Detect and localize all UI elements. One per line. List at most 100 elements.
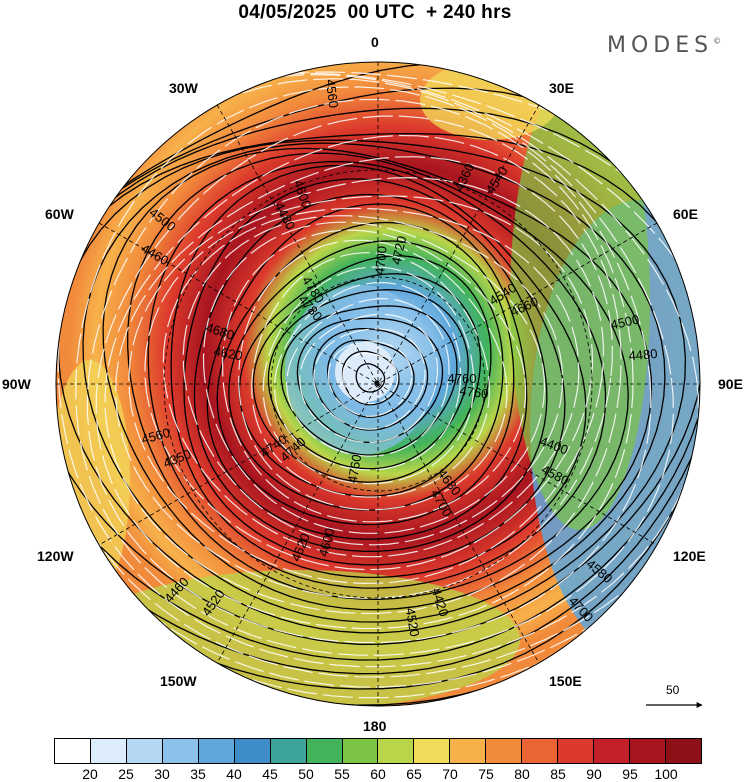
pole-marker — [374, 380, 380, 386]
streamline — [144, 195, 594, 571]
colorbar-tick-label: 90 — [586, 766, 602, 782]
lon-label-150e: 150E — [549, 673, 582, 689]
height-contour — [252, 273, 482, 483]
colorbar-tick-label: 25 — [118, 766, 134, 782]
contour-label: 4760 — [459, 383, 490, 402]
streamline — [128, 176, 605, 585]
streamline — [238, 239, 508, 511]
contour-label: 4720 — [388, 235, 409, 266]
colorbar-tick-label: 80 — [514, 766, 530, 782]
streamline — [75, 86, 674, 656]
copyright-mark: © — [713, 36, 722, 46]
colorbar-swatch — [665, 739, 701, 763]
colorbar-swatch — [450, 739, 487, 763]
streamline — [342, 352, 399, 405]
colorbar-swatch — [522, 739, 559, 763]
contour-label: 4560 — [323, 78, 342, 109]
lon-label-90w: 90W — [2, 376, 31, 392]
colorbar-tick-label: 50 — [298, 766, 314, 782]
lon-label-30e: 30E — [549, 80, 574, 96]
colorbar-tick-label: 40 — [226, 766, 242, 782]
height-contour — [296, 317, 444, 444]
height-contour — [56, 132, 700, 645]
streamline — [262, 266, 475, 485]
streamline — [86, 98, 652, 644]
streamline — [56, 74, 700, 678]
colorbar-swatch — [234, 739, 271, 763]
lon-label-180: 180 — [363, 718, 387, 734]
height-contour — [280, 305, 458, 456]
colorbar-tick-label: 30 — [154, 766, 170, 782]
colorbar-tick-label: 35 — [190, 766, 206, 782]
contour-label: 4520 — [403, 607, 423, 638]
contour-label: 4620 — [213, 344, 244, 364]
colorbar-tick-label: 65 — [406, 766, 422, 782]
height-contour — [238, 255, 492, 497]
streamline — [313, 328, 426, 430]
lon-label-60w: 60W — [45, 206, 74, 222]
colorbar-tick-label: 45 — [262, 766, 278, 782]
colorbar-swatch — [126, 739, 163, 763]
contour-label: 4500 — [609, 312, 640, 333]
reference-arrow-label: 50 — [666, 683, 680, 697]
streamline — [221, 229, 527, 523]
colorbar-tick-label: 85 — [550, 766, 566, 782]
colorbar-tick-label: 20 — [82, 766, 98, 782]
contour-label: 4600 — [316, 526, 338, 558]
map-title: 04/05/2025 00 UTC + 240 hrs — [238, 2, 512, 23]
brand-logo: MODES© — [607, 33, 721, 58]
colorbar-tick-label: 95 — [622, 766, 638, 782]
contour-label: 4760 — [448, 371, 477, 386]
colorbar-swatch — [162, 739, 199, 763]
colorbar-tick-label: 70 — [442, 766, 458, 782]
lon-label-150w: 150W — [160, 673, 197, 689]
colorbar-swatch — [90, 739, 127, 763]
polar-wind-map: 4760474047004680462045404600448044004350… — [55, 61, 703, 708]
lon-label-120e: 120E — [673, 548, 706, 564]
lon-label-90e: 90E — [718, 376, 743, 392]
streamline — [114, 156, 614, 599]
colorbar-swatch — [270, 739, 307, 763]
colorbar-swatch — [414, 739, 451, 763]
colorbar-tick-label: 100 — [654, 766, 678, 782]
colorbar-swatch — [198, 739, 235, 763]
height-contour — [267, 289, 469, 470]
colorbar-tick-label: 55 — [334, 766, 350, 782]
contour-labels: 4760474047004680462045404600448044004350… — [139, 78, 658, 638]
height-contour — [57, 139, 687, 634]
streamline — [202, 221, 546, 534]
contour-label: 4760 — [345, 453, 365, 484]
lon-label-60e: 60E — [673, 206, 698, 222]
lon-label-120w: 120W — [37, 548, 74, 564]
streamline — [162, 207, 580, 558]
height-contour — [193, 193, 548, 552]
lon-label-0: 0 — [371, 34, 379, 50]
streamline — [299, 313, 439, 443]
streamline — [327, 341, 413, 417]
colorbar-swatch — [55, 739, 91, 763]
colorbar-swatch — [486, 739, 523, 763]
streamline — [251, 252, 490, 498]
streamline — [274, 281, 462, 471]
colorbar-swatch — [306, 739, 343, 763]
colorbar-swatch — [558, 739, 595, 763]
contour-label: 4560 — [140, 425, 172, 447]
map-border — [55, 61, 701, 707]
height-contour — [102, 147, 653, 611]
streamline — [95, 115, 634, 630]
lon-label-30w: 30W — [169, 80, 198, 96]
streamline — [286, 298, 450, 457]
streamline — [56, 72, 700, 688]
streamline — [57, 78, 699, 668]
contour-label: 4700 — [372, 245, 389, 275]
height-contour — [82, 142, 666, 623]
height-contour — [228, 240, 504, 511]
colorbar-tick-label: 60 — [370, 766, 386, 782]
colorbar-tick-label: 75 — [478, 766, 494, 782]
streamline — [182, 215, 564, 546]
streamline — [104, 134, 622, 615]
height-contour — [355, 363, 386, 393]
height-contour — [147, 160, 607, 589]
colorbar-swatch — [594, 739, 630, 763]
contour-label: 4480 — [628, 346, 658, 363]
